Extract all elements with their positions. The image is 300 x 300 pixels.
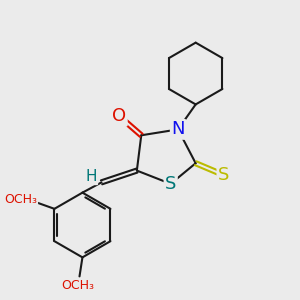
Text: O: O [112, 107, 126, 125]
Text: S: S [165, 175, 176, 193]
Text: H: H [85, 169, 97, 184]
Text: OCH₃: OCH₃ [4, 194, 37, 206]
Text: OCH₃: OCH₃ [61, 279, 94, 292]
Text: S: S [218, 166, 229, 184]
Text: N: N [171, 120, 185, 138]
